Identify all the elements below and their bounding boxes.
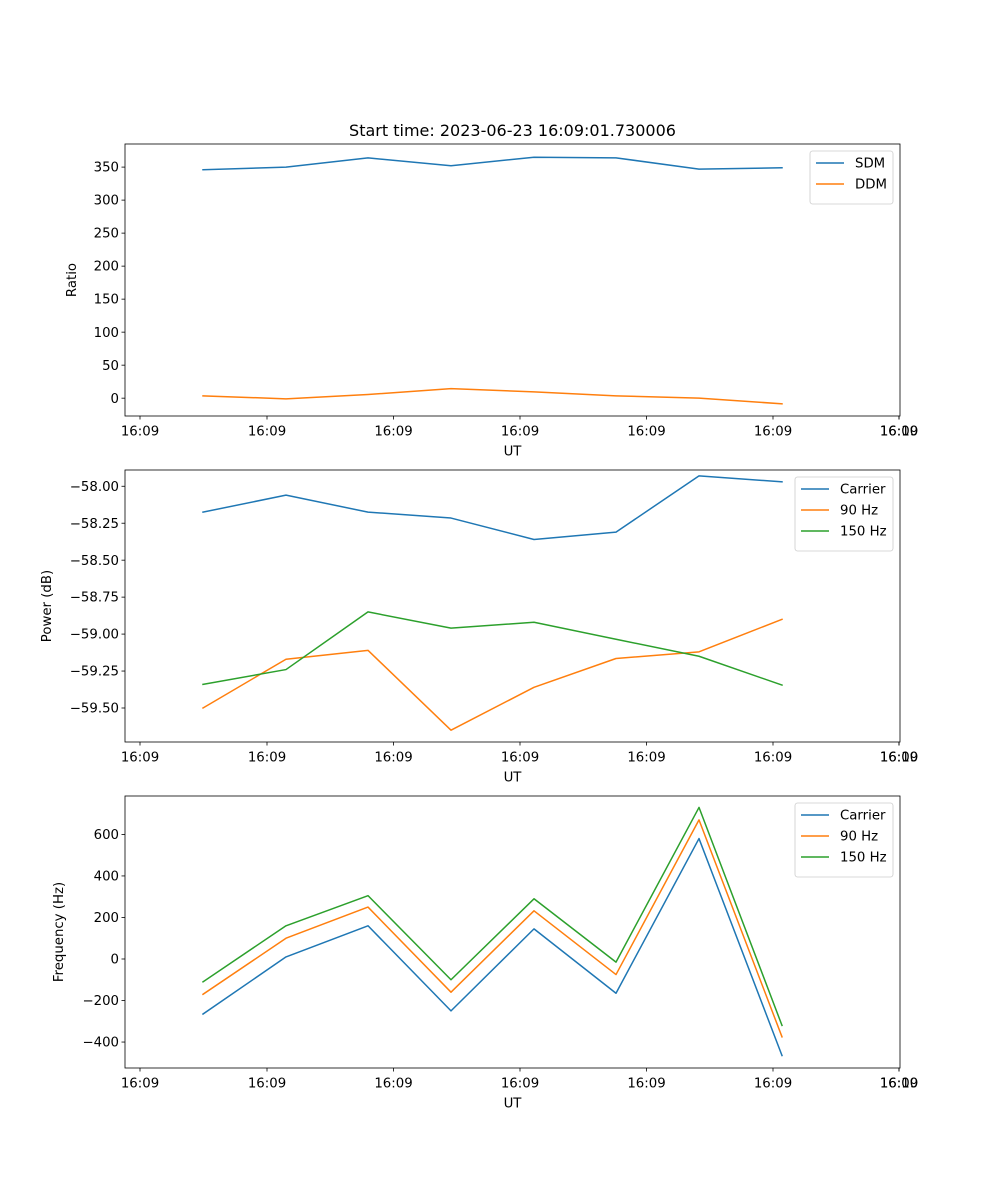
series-line-carrier (201, 837, 783, 1057)
x-tick-label: 16:09 (501, 425, 539, 440)
legend-label: SDM (855, 157, 885, 172)
panel-1: 0 50 100 150 200 250 300 350 16:09 16:09 16:09 16:0… (65, 143, 918, 460)
x-axis-label: UT (504, 1097, 523, 1112)
x-tick-label: 16:09 (880, 425, 918, 440)
panel-2: −59.50 −59.25 −59.00 −58.75 −58.50 −58.25 −58.… (40, 469, 918, 786)
x-tick-label: 16:10 (880, 1077, 918, 1092)
y-tick-label: 250 (94, 227, 119, 242)
y-tick-label: 100 (94, 326, 119, 341)
y-tick-label: −400 (82, 1036, 119, 1051)
legend: Carrier 90 Hz 150 Hz (794, 802, 894, 878)
x-tick-label: 16:09 (374, 425, 412, 440)
x-tick-label: 16:09 (121, 1077, 159, 1092)
legend-label: 90 Hz (840, 830, 878, 845)
y-tick-label: −200 (82, 994, 119, 1009)
y-tick-label: 0 (111, 953, 119, 968)
x-tick-label: 16:09 (754, 751, 792, 766)
chart-title: Start time: 2023-06-23 16:09:01.730006 (349, 121, 676, 140)
y-tick-label: −59.00 (70, 628, 119, 643)
legend-label: 150 Hz (840, 851, 887, 866)
x-tick-label: 16:09 (754, 1077, 792, 1092)
x-tick-label: 16:09 (248, 425, 286, 440)
x-tick-label: 16:10 (880, 425, 918, 440)
x-tick-label: 16:09 (374, 751, 412, 766)
plot-area-2 (124, 469, 901, 743)
y-tick-label: −59.25 (70, 665, 119, 680)
x-axis-label: UT (504, 771, 523, 786)
series-line-150-hz (201, 806, 783, 1027)
x-tick-label: 16:09 (248, 751, 286, 766)
x-axis-label: UT (504, 445, 523, 460)
x-tick-label: 16:09 (754, 425, 792, 440)
x-tick-label: 16:09 (501, 751, 539, 766)
x-tick-label: 16:09 (627, 425, 665, 440)
x-tick-label: 16:10 (880, 751, 918, 766)
legend-label: 150 Hz (840, 525, 887, 540)
y-tick-label: −59.50 (70, 702, 119, 717)
y-tick-label: 300 (94, 194, 119, 209)
y-tick-label: 150 (94, 293, 119, 308)
y-tick-label: 200 (94, 911, 119, 926)
series-line-150-hz (202, 611, 783, 687)
y-axis-label: Ratio (65, 263, 80, 297)
y-tick-label: −58.75 (70, 591, 119, 606)
legend-frame (809, 150, 894, 205)
series-line-carrier (202, 475, 783, 541)
x-tick-label: 16:09 (627, 1077, 665, 1092)
x-tick-label: 16:09 (880, 751, 918, 766)
x-tick-label: 16:09 (627, 751, 665, 766)
y-tick-label: 350 (94, 161, 119, 176)
y-tick-label: −58.00 (70, 480, 119, 495)
plot-area-1 (124, 143, 901, 417)
legend-label: DDM (855, 178, 887, 193)
series-line-ddm (202, 387, 783, 405)
legend-label: Carrier (840, 483, 886, 498)
x-tick-label: 16:09 (880, 1077, 918, 1092)
y-tick-label: 600 (94, 828, 119, 843)
x-tick-label: 16:09 (121, 751, 159, 766)
legend-label: 90 Hz (840, 504, 878, 519)
panels: 0 50 100 150 200 250 300 350 16:09 16:09 16:09 16:0… (40, 143, 918, 1112)
y-tick-label: −58.25 (70, 517, 119, 532)
y-axis-label: Power (dB) (40, 570, 55, 642)
y-tick-label: 200 (94, 260, 119, 275)
y-tick-label: 0 (111, 392, 119, 407)
y-tick-label: −58.50 (70, 554, 119, 569)
y-tick-label: 400 (94, 870, 119, 885)
legend: Carrier 90 Hz 150 Hz (794, 476, 894, 552)
x-tick-label: 16:09 (248, 1077, 286, 1092)
x-tick-label: 16:09 (374, 1077, 412, 1092)
legend-label: Carrier (840, 809, 886, 824)
y-axis-label: Frequency (Hz) (52, 882, 67, 982)
legend-frame (794, 476, 894, 552)
series-line-sdm (202, 156, 783, 171)
legend-frame (794, 802, 894, 878)
y-tick-label: 50 (102, 359, 119, 374)
x-tick-label: 16:09 (501, 1077, 539, 1092)
x-tick-label: 16:09 (121, 425, 159, 440)
legend: SDM DDM (809, 150, 894, 205)
series-line-90-hz (201, 819, 783, 1038)
